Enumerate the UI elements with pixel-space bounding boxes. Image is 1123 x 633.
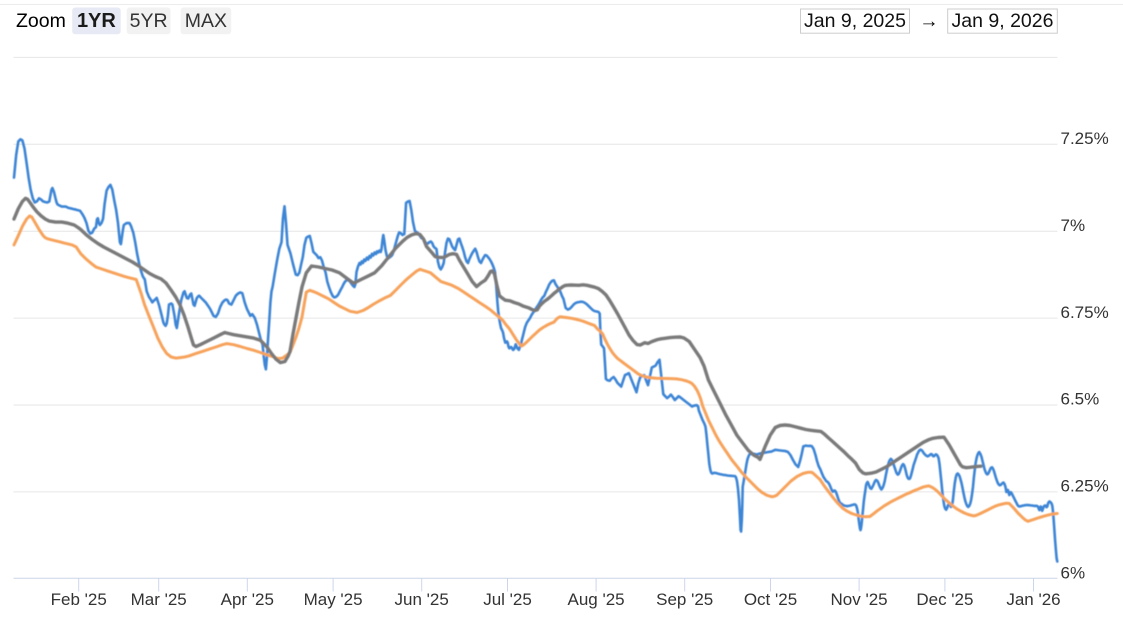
svg-text:5YR: 5YR <box>130 10 168 32</box>
svg-text:Jan 9, 2025: Jan 9, 2025 <box>804 10 906 32</box>
svg-text:Jul '25: Jul '25 <box>483 590 532 609</box>
svg-text:6.75%: 6.75% <box>1061 303 1109 322</box>
svg-text:Feb '25: Feb '25 <box>51 590 107 609</box>
svg-text:Jan 9, 2026: Jan 9, 2026 <box>952 10 1054 32</box>
svg-text:Mar '25: Mar '25 <box>131 590 187 609</box>
svg-text:Dec '25: Dec '25 <box>916 590 973 609</box>
svg-text:MAX: MAX <box>185 10 227 32</box>
svg-text:Nov '25: Nov '25 <box>831 590 888 609</box>
svg-text:1YR: 1YR <box>77 10 116 32</box>
svg-text:6.5%: 6.5% <box>1061 390 1100 409</box>
svg-text:Jun '25: Jun '25 <box>395 590 449 609</box>
svg-text:6%: 6% <box>1061 564 1086 583</box>
svg-text:Oct '25: Oct '25 <box>744 590 797 609</box>
svg-text:→: → <box>919 10 939 32</box>
svg-text:Zoom: Zoom <box>16 10 66 32</box>
svg-text:May '25: May '25 <box>304 590 363 609</box>
svg-text:7%: 7% <box>1061 216 1086 235</box>
svg-text:Jan '26: Jan '26 <box>1006 590 1060 609</box>
svg-text:Aug '25: Aug '25 <box>568 590 625 609</box>
svg-text:7.25%: 7.25% <box>1061 129 1109 148</box>
svg-text:6.25%: 6.25% <box>1061 477 1109 496</box>
svg-text:Sep '25: Sep '25 <box>656 590 713 609</box>
svg-text:Apr '25: Apr '25 <box>221 590 274 609</box>
